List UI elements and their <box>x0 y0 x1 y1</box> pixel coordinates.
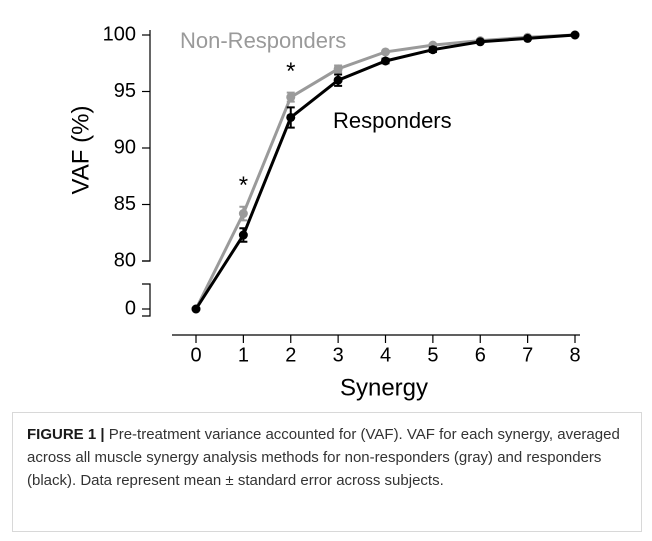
significance-marker: * <box>239 172 248 199</box>
data-point <box>381 56 390 66</box>
data-point <box>333 64 343 74</box>
series-label: Non-Responders <box>180 28 346 53</box>
caption-label: FIGURE 1 | <box>27 426 105 443</box>
x-tick-label: 7 <box>522 344 533 366</box>
data-point <box>238 209 248 219</box>
series-line <box>194 33 576 310</box>
y-axis-label: VAF (%) <box>67 106 94 195</box>
data-point <box>191 304 201 314</box>
chart: VAF (%) Synergy 0 80 85 90 95 100 0 1 2 3 4 5 6 7 8 Non… <box>67 23 580 401</box>
data-point <box>286 112 296 122</box>
x-tick-label: 3 <box>333 344 344 366</box>
data-point <box>286 92 296 102</box>
y-tick-label: 0 <box>125 297 136 319</box>
x-tick-label: 1 <box>238 344 249 366</box>
data-point <box>475 37 485 47</box>
x-tick-label: 4 <box>380 344 391 366</box>
series-line <box>194 33 576 310</box>
caption: FIGURE 1 | Pre-treatment variance accoun… <box>12 412 642 532</box>
y-tick-label: 100 <box>103 23 136 45</box>
x-tick-label: 0 <box>190 344 201 366</box>
y-tick-label: 80 <box>114 249 136 271</box>
series-label: Responders <box>333 108 452 133</box>
data-point <box>523 33 533 43</box>
x-axis-label: Synergy <box>340 374 428 401</box>
y-tick-label: 85 <box>114 193 136 215</box>
y-axis <box>142 30 151 317</box>
data-point <box>238 230 248 240</box>
data-point <box>570 30 580 40</box>
significance-marker: * <box>286 58 295 85</box>
y-tick-label: 95 <box>114 80 136 102</box>
data-point <box>381 47 390 57</box>
y-tick-label: 90 <box>114 136 136 158</box>
x-tick-label: 5 <box>427 344 438 366</box>
x-tick-label: 6 <box>475 344 486 366</box>
data-point <box>333 75 343 85</box>
x-tick-label: 8 <box>569 344 580 366</box>
data-point <box>428 45 438 55</box>
caption-text: Pre-treatment variance accounted for (VA… <box>27 426 620 489</box>
x-tick-label: 2 <box>285 344 296 366</box>
